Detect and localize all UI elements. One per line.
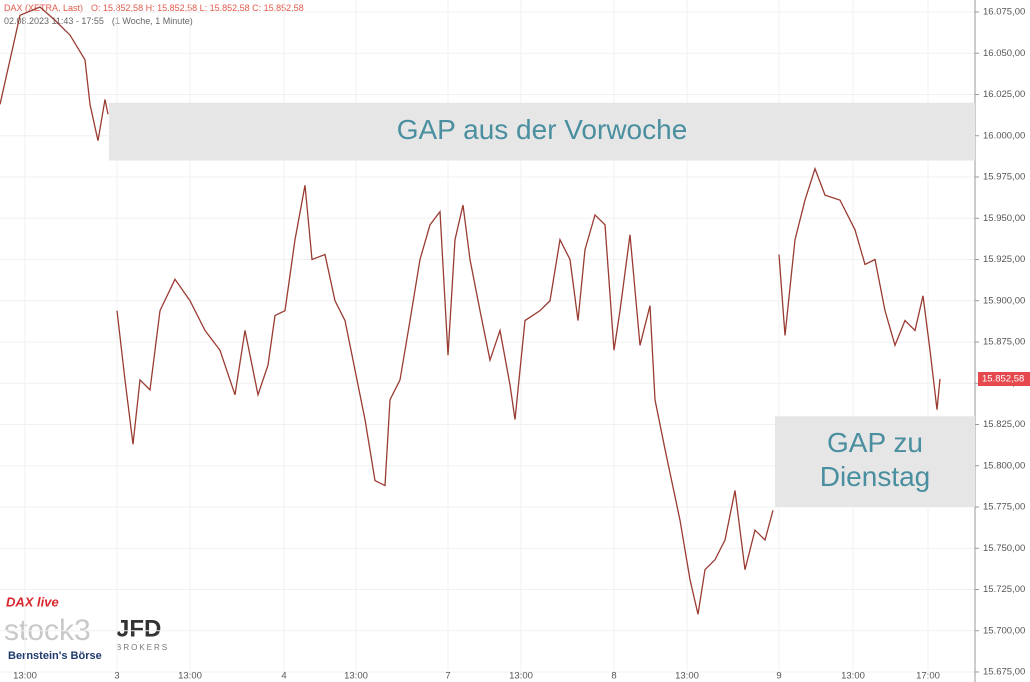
y-tick-label: 15.800,00 (983, 460, 1025, 471)
x-tick-label: 9 (776, 671, 781, 682)
ohlc: O: 15.852,58 H: 15.852,58 L: 15.852,58 C… (91, 3, 304, 13)
y-tick-label: 15.825,00 (983, 419, 1025, 430)
annotation-box (109, 102, 975, 161)
y-tick-label: 15.775,00 (983, 502, 1025, 513)
y-tick-label: 15.675,00 (983, 667, 1025, 678)
logo: JFD (116, 615, 161, 642)
y-tick-label: 15.750,00 (983, 543, 1025, 554)
range: 02.08.2023 11:43 - 17:55 (4, 16, 104, 26)
x-tick-label: 13:00 (178, 671, 202, 682)
y-tick-label: 15.925,00 (983, 254, 1025, 265)
last-price-label: 15.852,58 (982, 374, 1024, 385)
x-tick-label: 13:00 (13, 671, 37, 682)
chart-subtitle: 02.08.2023 11:43 - 17:55 (1 Woche, 1 Minu… (4, 16, 193, 26)
annotation-text: GAP aus der Vorwoche (397, 114, 688, 145)
logo: DAX live (6, 594, 59, 609)
y-tick-label: 16.025,00 (983, 89, 1025, 100)
annotation-text: Dienstag (820, 461, 931, 492)
y-tick-label: 15.975,00 (983, 172, 1025, 183)
x-tick-label: 13:00 (344, 671, 368, 682)
y-tick-label: 15.875,00 (983, 337, 1025, 348)
x-tick-label: 13:00 (509, 671, 533, 682)
interval: (1 Woche, 1 Minute) (112, 16, 193, 26)
chart-title: DAX (XETRA, Last) O: 15.852,58 H: 15.852,… (4, 3, 304, 13)
y-tick-label: 15.725,00 (983, 584, 1025, 595)
last-price-marker (978, 371, 1030, 386)
x-tick-label: 13:00 (675, 671, 699, 682)
x-tick-label: 17:00 (916, 671, 940, 682)
x-tick-label: 7 (445, 671, 450, 682)
x-tick-label: 8 (611, 671, 616, 682)
x-tick-label: 13:00 (841, 671, 865, 682)
price-line (0, 6, 941, 615)
y-tick-label: 15.700,00 (983, 625, 1025, 636)
y-tick-label: 16.075,00 (983, 7, 1025, 18)
logo: Bernstein's Börse (8, 650, 102, 662)
y-tick-label: 15.900,00 (983, 295, 1025, 306)
y-tick-label: 16.050,00 (983, 48, 1025, 59)
x-tick-label: 4 (281, 671, 286, 682)
title: DAX (XETRA, Last) (4, 3, 83, 13)
annotation-text: GAP zu (827, 427, 923, 458)
x-tick-label: 3 (114, 671, 119, 682)
annotation-box (775, 416, 975, 507)
logo: BROKERS (116, 643, 169, 652)
y-tick-label: 16.000,00 (983, 130, 1025, 141)
y-tick-label: 15.950,00 (983, 213, 1025, 224)
